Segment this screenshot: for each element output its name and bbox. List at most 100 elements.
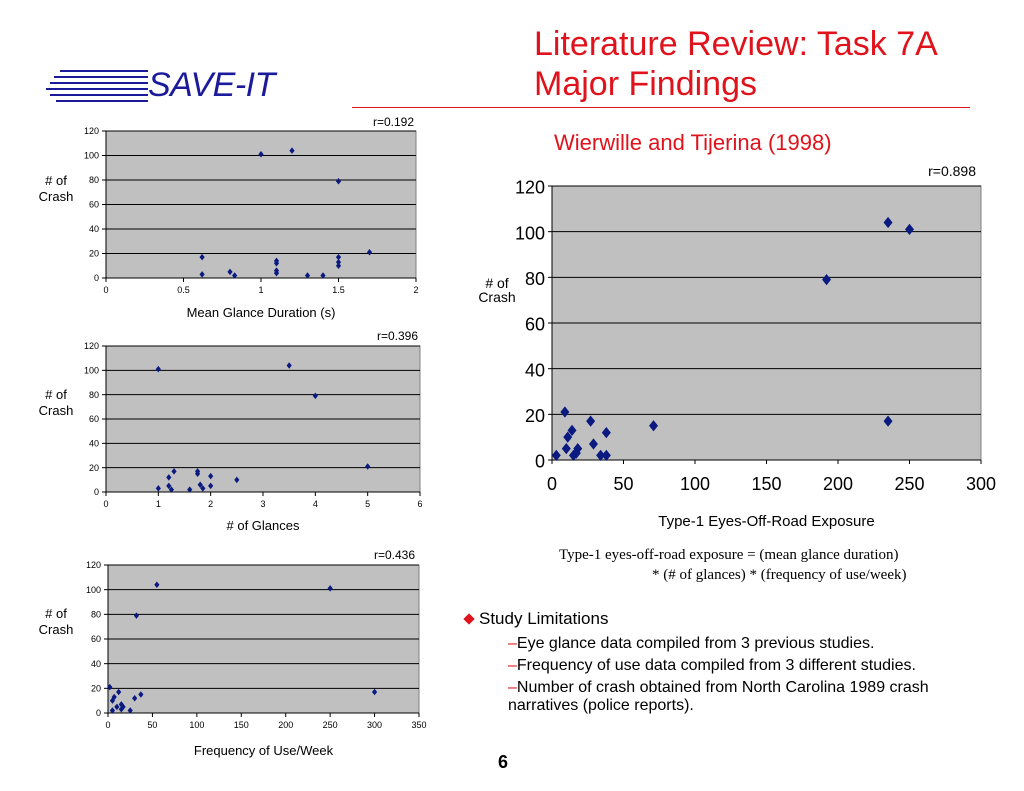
- data-point: [286, 362, 292, 369]
- data-point: [107, 683, 113, 691]
- list-item: –Eye glance data compiled from 3 previou…: [508, 635, 982, 653]
- x-tick-label: 1.5: [332, 285, 345, 295]
- limitations-list: –Eye glance data compiled from 3 previou…: [462, 635, 982, 715]
- logo-speed-lines: [46, 70, 154, 104]
- y-tick-label: 100: [515, 223, 545, 243]
- data-point: [327, 585, 333, 592]
- data-point: [114, 703, 120, 711]
- data-point: [118, 706, 124, 713]
- x-axis-label: Mean Glance Duration (s): [187, 305, 336, 320]
- correlation-label: r=0.396: [377, 329, 418, 343]
- list-item-text: Eye glance data compiled from 3 previous…: [516, 635, 875, 652]
- data-point: [155, 365, 161, 373]
- x-tick-label: 0.5: [177, 285, 190, 295]
- data-point: [118, 701, 124, 708]
- x-tick-label: 150: [234, 720, 249, 730]
- y-tick-label: 0: [94, 487, 99, 497]
- data-point: [199, 271, 205, 278]
- study-limitations: Study Limitations –Eye glance data compi…: [462, 609, 982, 719]
- x-tick-label: 100: [189, 720, 204, 730]
- data-point: [109, 707, 116, 714]
- data-point: [132, 694, 138, 702]
- data-point: [120, 703, 126, 711]
- list-item: –Frequency of use data compiled from 3 d…: [508, 657, 982, 675]
- limitations-heading-text: Study Limitations: [479, 609, 609, 628]
- y-tick-label: 80: [525, 269, 545, 289]
- data-point: [586, 415, 596, 427]
- data-point: [194, 468, 201, 475]
- data-point: [366, 249, 373, 256]
- x-tick-label: 0: [105, 720, 110, 730]
- y-axis-label: # of Crash: [39, 387, 74, 418]
- data-point: [208, 482, 214, 490]
- y-tick-label: 20: [89, 249, 99, 259]
- y-tick-label: 0: [96, 708, 101, 718]
- x-tick-label: 200: [278, 720, 293, 730]
- correlation-label: r=0.898: [928, 163, 976, 179]
- x-tick-label: 250: [323, 720, 338, 730]
- data-point: [273, 267, 280, 274]
- x-axis-label: # of Glances: [227, 518, 300, 533]
- data-point: [335, 262, 342, 269]
- y-tick-label: 80: [91, 609, 101, 619]
- y-axis-label-line: # of: [485, 275, 508, 291]
- data-point: [905, 223, 914, 236]
- data-point: [133, 612, 140, 619]
- data-point: [116, 688, 122, 696]
- x-tick-label: 300: [367, 720, 382, 730]
- y-tick-label: 100: [84, 365, 99, 375]
- dash-icon: –: [508, 635, 517, 652]
- x-tick-label: 2: [208, 499, 213, 509]
- x-axis-label: Type-1 Eyes-Off-Road Exposure: [658, 513, 875, 530]
- y-tick-label: 120: [515, 178, 545, 198]
- data-point: [601, 426, 611, 439]
- data-point: [197, 481, 203, 488]
- y-tick-label: 60: [89, 414, 99, 424]
- y-tick-label: 120: [84, 341, 99, 351]
- y-tick-label: 60: [525, 315, 545, 335]
- data-point: [320, 272, 326, 279]
- y-axis-label-line: Crash: [39, 403, 74, 418]
- y-axis-label: # of Crash: [39, 606, 74, 637]
- y-tick-label: 120: [86, 560, 101, 570]
- data-point: [563, 431, 573, 443]
- bullet-diamond-icon: [463, 613, 475, 625]
- slide-title: Literature Review: Task 7A Major Finding…: [534, 24, 938, 104]
- correlation-label: r=0.192: [373, 115, 414, 129]
- formula-line1: Type-1 eyes-off-road exposure = (mean gl…: [559, 547, 899, 563]
- page-number: 6: [498, 752, 509, 772]
- data-point: [561, 442, 571, 455]
- x-tick-label: 2: [413, 285, 418, 295]
- data-point: [365, 463, 371, 470]
- data-point: [335, 177, 342, 185]
- x-tick-label: 3: [260, 499, 265, 509]
- y-tick-label: 80: [89, 390, 99, 400]
- data-point: [304, 272, 311, 279]
- list-item: –Number of crash obtained from North Car…: [508, 679, 982, 715]
- y-tick-label: 20: [91, 683, 101, 693]
- y-tick-label: 20: [525, 406, 545, 426]
- y-tick-label: 120: [84, 126, 99, 136]
- data-point: [166, 482, 172, 490]
- y-tick-label: 40: [525, 360, 545, 380]
- data-point: [166, 474, 172, 481]
- formula-line2: * (# of glances) * (frequency of use/wee…: [652, 567, 907, 583]
- exposure-formula: Type-1 eyes-off-road exposure = (mean gl…: [545, 545, 975, 585]
- x-tick-label: 150: [751, 474, 781, 494]
- save-it-logo: SAVE-IT: [46, 62, 306, 112]
- chart-eyes-off-road-exposure: 0 20 40 60 80 100 120 0 50 100 150 200 250 300 r=0.898…: [478, 163, 996, 530]
- y-tick-label: 80: [89, 175, 99, 185]
- list-item-text: Number of crash obtained from North Caro…: [508, 679, 929, 714]
- data-point: [335, 253, 342, 261]
- y-tick-label: 60: [91, 634, 101, 644]
- y-tick-label: 0: [535, 452, 545, 472]
- y-axis-label-line: # of: [45, 606, 67, 621]
- data-point: [312, 392, 318, 400]
- x-tick-label: 1: [258, 285, 263, 295]
- x-tick-label: 200: [823, 474, 853, 494]
- x-tick-label: 50: [147, 720, 157, 730]
- y-tick-label: 60: [89, 200, 99, 210]
- correlation-label: r=0.436: [374, 548, 415, 562]
- y-tick-label: 40: [89, 438, 99, 448]
- data-point: [560, 406, 570, 418]
